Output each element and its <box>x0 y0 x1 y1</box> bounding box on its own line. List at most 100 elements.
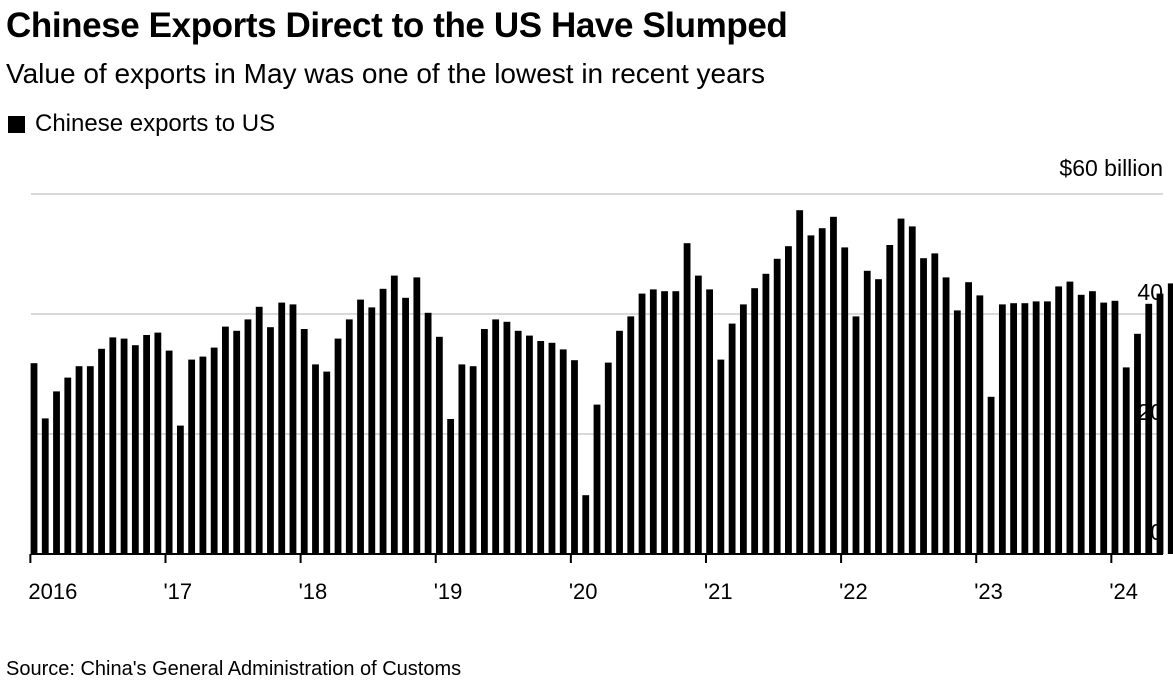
bar <box>1167 283 1173 554</box>
y-tick-label: $60 billion <box>1059 155 1163 181</box>
bar <box>447 419 455 554</box>
bar <box>582 495 590 554</box>
bar <box>751 288 759 554</box>
bar <box>345 319 353 554</box>
bar <box>1010 303 1018 554</box>
bar <box>739 304 747 554</box>
bar <box>64 377 72 554</box>
bar <box>1055 286 1063 554</box>
bar <box>379 288 387 554</box>
bar <box>526 335 533 554</box>
bar <box>492 319 500 554</box>
bar <box>233 330 241 554</box>
bar <box>1134 333 1141 554</box>
x-axis-labels: 2016'17'18'19'20'21'22'23'242025 <box>28 579 1138 604</box>
bar <box>222 326 229 554</box>
bar <box>199 356 207 554</box>
bar <box>390 275 398 554</box>
chart-subtitle: Value of exports in May was one of the l… <box>6 58 765 89</box>
bar <box>86 366 94 554</box>
bar <box>683 243 691 554</box>
bar <box>649 289 657 554</box>
bar <box>875 279 882 554</box>
bar <box>41 418 49 554</box>
bar <box>481 329 488 554</box>
bar <box>908 226 916 554</box>
x-axis <box>29 553 1163 563</box>
legend-swatch <box>8 115 25 133</box>
bar <box>1044 301 1051 554</box>
bar <box>998 304 1006 554</box>
bar <box>942 277 950 554</box>
source-note: Source: China's General Administration o… <box>6 658 462 680</box>
bar <box>1100 302 1108 554</box>
bar <box>593 404 601 554</box>
bar <box>965 282 972 554</box>
x-tick-label: '17 <box>163 579 192 604</box>
chart-title: Chinese Exports Direct to the US Have Sl… <box>6 6 788 45</box>
bar <box>368 307 376 554</box>
bar <box>357 299 364 554</box>
x-tick-label: '21 <box>704 579 733 604</box>
bar <box>953 310 961 554</box>
bar <box>244 319 252 554</box>
bars <box>30 210 1173 555</box>
bar <box>571 360 578 554</box>
bar <box>852 316 860 554</box>
bar <box>1145 303 1153 554</box>
bar <box>773 258 781 554</box>
bar <box>312 364 319 554</box>
bar <box>807 235 815 554</box>
bar <box>289 304 297 554</box>
bar <box>717 359 725 554</box>
y-tick-label: 0 <box>1150 519 1163 545</box>
bar <box>863 270 871 554</box>
bar <box>548 342 556 554</box>
bar <box>165 350 173 554</box>
bar <box>762 273 770 554</box>
bar <box>897 218 905 554</box>
bar <box>334 338 342 554</box>
x-tick-label: '23 <box>974 579 1003 604</box>
bar <box>1032 301 1040 554</box>
bar <box>728 323 736 554</box>
bar <box>424 312 432 554</box>
bar <box>402 297 409 554</box>
bar <box>1111 300 1119 554</box>
bar <box>131 345 139 554</box>
bar <box>1122 367 1130 554</box>
bar <box>188 359 196 554</box>
bar <box>109 337 117 554</box>
bar <box>976 295 984 554</box>
x-tick-label: 2016 <box>28 579 77 604</box>
bar <box>323 371 331 554</box>
bar <box>886 245 894 554</box>
bar <box>1021 303 1029 554</box>
bar <box>514 330 522 554</box>
bar <box>818 228 826 554</box>
bar <box>627 316 635 554</box>
bar <box>537 341 545 554</box>
bar <box>75 366 83 554</box>
bar <box>278 302 286 554</box>
bar <box>1089 291 1096 554</box>
bar <box>210 347 218 554</box>
bar <box>503 321 511 554</box>
bar <box>920 258 927 554</box>
x-tick-label: '22 <box>839 579 868 604</box>
bar <box>672 291 680 554</box>
x-tick-label: '20 <box>569 579 598 604</box>
bar <box>1077 294 1085 554</box>
bar <box>267 327 274 554</box>
bar <box>469 366 477 554</box>
bar <box>931 253 939 554</box>
bar <box>841 247 849 554</box>
bar <box>98 348 105 554</box>
bar <box>30 363 38 554</box>
y-axis-labels: $60 billion 40 20 0 <box>1059 155 1163 545</box>
bar <box>413 277 421 554</box>
legend-label: Chinese exports to US <box>35 110 276 137</box>
x-tick-label: '24 <box>1109 579 1138 604</box>
bar <box>638 293 646 554</box>
